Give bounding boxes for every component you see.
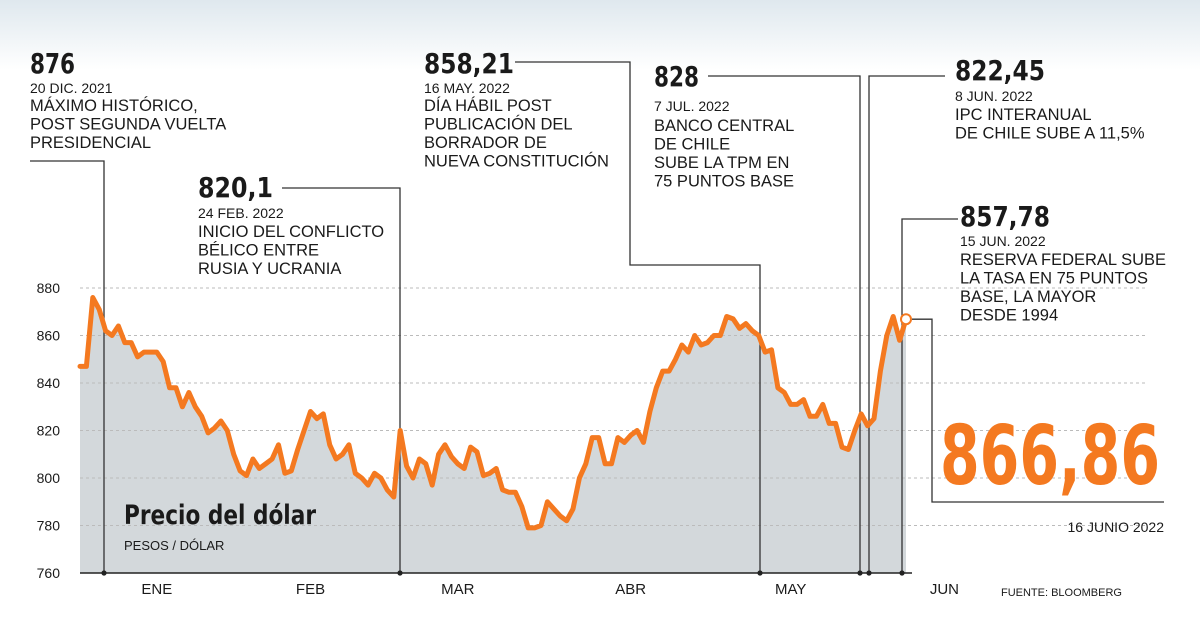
annotation-text-line: BANCO CENTRAL xyxy=(654,117,794,135)
annotation-value: 876 xyxy=(30,47,75,80)
annotation-text-line: 75 PUNTOS BASE xyxy=(654,173,794,191)
annotation-text-line: NUEVA CONSTITUCIÓN xyxy=(424,152,609,171)
annotation-text-line: INICIO DEL CONFLICTO xyxy=(198,223,384,241)
annotation-value: 828 xyxy=(654,60,699,93)
x-tick-label: ENE xyxy=(141,581,172,598)
annotation-value: 857,78 xyxy=(960,200,1050,233)
annotation-text-line: RUSIA Y UCRANIA xyxy=(198,260,341,278)
annotation-date: 15 JUN. 2022 xyxy=(960,233,1046,249)
series-line xyxy=(77,295,909,531)
annotation-text-line: DESDE 1994 xyxy=(960,307,1058,325)
annotation-leader xyxy=(901,218,958,573)
annotation-text-line: LA TASA EN 75 PUNTOS xyxy=(960,270,1148,288)
annotation-leader xyxy=(515,61,761,573)
y-tick-label: 840 xyxy=(37,375,61,391)
annotation-text-line: DE CHILE SUBE A 11,5% xyxy=(955,125,1145,143)
highlight-connector xyxy=(912,318,1164,503)
y-tick-label: 880 xyxy=(37,280,61,296)
y-tick-label: 820 xyxy=(37,423,61,439)
annotation-date: 7 JUL. 2022 xyxy=(654,98,730,114)
annotation-text-line: SUBE LA TPM EN xyxy=(654,154,789,172)
annotation-date: 8 JUN. 2022 xyxy=(955,88,1033,104)
annotation-text-line: IPC INTERANUAL xyxy=(955,106,1092,124)
annotation-leader xyxy=(868,75,945,573)
annotation-text-line: BASE, LA MAYOR xyxy=(960,288,1096,306)
x-tick-label: ABR xyxy=(615,581,646,598)
line-layer xyxy=(77,295,912,531)
area-fill xyxy=(80,297,906,573)
area-layer xyxy=(80,297,906,573)
leader-layer xyxy=(30,61,1164,576)
annotation-text-line: PUBLICACIÓN DEL xyxy=(424,115,573,134)
annotation-text-line: BORRADOR DE xyxy=(424,134,547,152)
annotation-leader xyxy=(708,75,861,573)
y-tick-label: 760 xyxy=(37,565,61,581)
chart-title: Precio del dólar xyxy=(124,500,317,531)
annotation-text-line: RESERVA FEDERAL SUBE xyxy=(960,251,1166,269)
axis-layer: 760 780 800 820 840 860 880 ENE FEB MAR ABR MAY JUN xyxy=(37,280,959,598)
annotation-date: 20 DIC. 2021 xyxy=(30,80,113,96)
annotation-text-line: BÉLICO ENTRE xyxy=(198,241,319,260)
y-tick-label: 780 xyxy=(37,518,61,534)
x-tick-label: FEB xyxy=(296,581,325,598)
annotation-text-line: DE CHILE xyxy=(654,136,730,154)
chart-subtitle: PESOS / DÓLAR xyxy=(124,538,224,553)
source-note: FUENTE: BLOOMBERG xyxy=(1001,587,1122,599)
y-tick-label: 860 xyxy=(37,328,61,344)
annotation-value: 858,21 xyxy=(424,47,514,80)
annotation-text-line: MÁXIMO HISTÓRICO, xyxy=(30,96,198,115)
highlight-date: 16 JUNIO 2022 xyxy=(1068,519,1165,535)
x-tick-label: MAY xyxy=(775,581,806,598)
annotation-date: 24 FEB. 2022 xyxy=(198,205,284,221)
annotation-value: 822,45 xyxy=(955,54,1045,87)
annotation-text-line: PRESIDENCIAL xyxy=(30,134,151,152)
x-tick-label: MAR xyxy=(441,581,475,598)
annotation-date: 16 MAY. 2022 xyxy=(424,80,510,96)
top-gradient-band xyxy=(0,0,1200,70)
annotation-text-line: DÍA HÁBIL POST xyxy=(424,96,552,115)
annotation-text-line: POST SEGUNDA VUELTA xyxy=(30,116,226,134)
highlight-value: 866,86 xyxy=(940,409,1160,504)
y-tick-label: 800 xyxy=(37,470,61,486)
last-point-marker xyxy=(900,313,912,326)
annotation-value: 820,1 xyxy=(198,171,273,204)
annotation-leader xyxy=(30,160,105,573)
x-tick-label: JUN xyxy=(930,581,959,598)
